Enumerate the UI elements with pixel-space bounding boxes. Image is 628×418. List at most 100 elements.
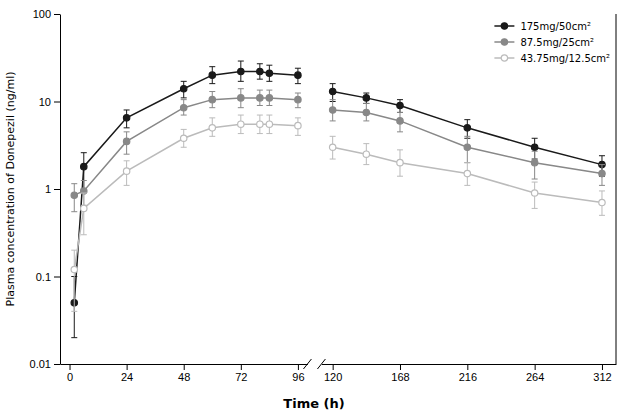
- y-tick-mark: [54, 189, 60, 190]
- point: [266, 121, 272, 127]
- error-bar-cap: [397, 149, 403, 150]
- error-bar: [464, 163, 470, 186]
- error-bar: [181, 81, 187, 98]
- error-bar-cap: [124, 185, 130, 186]
- x-tick-label: 24: [121, 371, 133, 383]
- legend-label: 175mg/50cm²: [520, 21, 591, 32]
- error-bar: [71, 184, 77, 212]
- error-bar-cap: [181, 81, 187, 82]
- error-bar-cap: [124, 131, 130, 132]
- x-tick: 168: [391, 364, 409, 383]
- error-bar-cap: [397, 131, 403, 132]
- error-bar-cap: [532, 208, 538, 209]
- error-bar: [238, 115, 244, 134]
- x-tick: 312: [593, 364, 611, 383]
- x-tick-label: 312: [593, 371, 611, 383]
- error-bar-cap: [295, 93, 301, 94]
- error-bar-cap: [71, 337, 77, 338]
- error-bar: [295, 118, 301, 136]
- error-bar-cap: [397, 176, 403, 177]
- y-tick-mark: [54, 102, 60, 103]
- error-bar: [257, 64, 263, 79]
- error-bar-cap: [397, 112, 403, 113]
- error-bar-cap: [363, 93, 369, 94]
- x-tick: 24: [121, 364, 133, 383]
- error-bar-cap: [532, 151, 538, 152]
- error-bar: [266, 115, 272, 134]
- x-tick: 120: [324, 364, 342, 383]
- error-bar-cap: [363, 103, 369, 104]
- point: [464, 144, 470, 150]
- error-bar: [209, 92, 215, 108]
- y-tick: 1: [45, 183, 60, 195]
- error-bar: [181, 100, 187, 115]
- error-bar-cap: [599, 215, 605, 216]
- point: [81, 205, 87, 211]
- error-bar-cap: [295, 107, 301, 108]
- x-tick: 0: [67, 364, 73, 383]
- y-tick: 0.01: [30, 358, 60, 370]
- point: [531, 159, 537, 165]
- plot-area: [71, 61, 301, 338]
- error-bar: [464, 120, 470, 139]
- error-bar-stem: [83, 193, 84, 235]
- error-bar: [532, 151, 538, 179]
- error-bar: [181, 129, 187, 147]
- error-bar-cap: [238, 133, 244, 134]
- x-tick-label: 216: [459, 371, 477, 383]
- point: [123, 168, 129, 174]
- point: [599, 199, 605, 205]
- error-bar-cap: [238, 107, 244, 108]
- series: [71, 89, 301, 212]
- error-bar-cap: [397, 112, 403, 113]
- point: [599, 170, 605, 176]
- x-tick-mark: [333, 364, 334, 370]
- error-bar-cap: [181, 129, 187, 130]
- error-bar-cap: [599, 155, 605, 156]
- error-bar: [397, 150, 403, 176]
- x-tick-label: 96: [292, 371, 304, 383]
- error-bar-cap: [209, 66, 215, 67]
- panel: 0244872960.010.1110100Plasma concentrati…: [4, 8, 308, 383]
- point: [295, 72, 301, 78]
- point: [329, 144, 335, 150]
- series-line: [74, 72, 298, 303]
- error-bar-cap: [266, 65, 272, 66]
- error-bar-cap: [209, 107, 215, 108]
- chart: 0244872960.010.1110100Plasma concentrati…: [0, 0, 628, 418]
- error-bar: [532, 182, 538, 208]
- error-bar: [124, 110, 130, 128]
- x-tick-mark: [241, 364, 242, 370]
- error-bar-cap: [266, 105, 272, 106]
- x-tick: 264: [526, 364, 544, 383]
- point: [363, 151, 369, 157]
- error-bar-cap: [532, 179, 538, 180]
- point: [329, 88, 335, 94]
- y-tick-label: 100: [33, 8, 51, 20]
- error-bar-cap: [81, 152, 87, 153]
- point: [181, 86, 187, 92]
- series-line: [333, 92, 602, 165]
- error-bar-cap: [71, 211, 77, 212]
- error-bar-cap: [257, 90, 263, 91]
- error-bar-cap: [209, 136, 215, 137]
- point: [266, 70, 272, 76]
- legend-item: 43.75mg/12.5cm²: [494, 53, 610, 64]
- x-tick: 216: [459, 364, 477, 383]
- x-tick-label: 48: [178, 371, 190, 383]
- y-tick-mark: [54, 14, 60, 15]
- error-bar-cap: [330, 120, 336, 121]
- x-tick-mark: [70, 364, 71, 370]
- series-line: [74, 98, 298, 195]
- error-bar: [209, 67, 215, 84]
- series-line: [74, 124, 298, 269]
- error-bar-cap: [266, 90, 272, 91]
- x-tick-label: 0: [67, 371, 73, 383]
- error-bar: [71, 250, 77, 311]
- error-bar: [81, 193, 87, 235]
- error-bar: [257, 115, 263, 134]
- error-bar-cap: [363, 103, 369, 104]
- error-bar-cap: [238, 115, 244, 116]
- series: [71, 115, 301, 311]
- legend-swatch-marker: [501, 23, 507, 29]
